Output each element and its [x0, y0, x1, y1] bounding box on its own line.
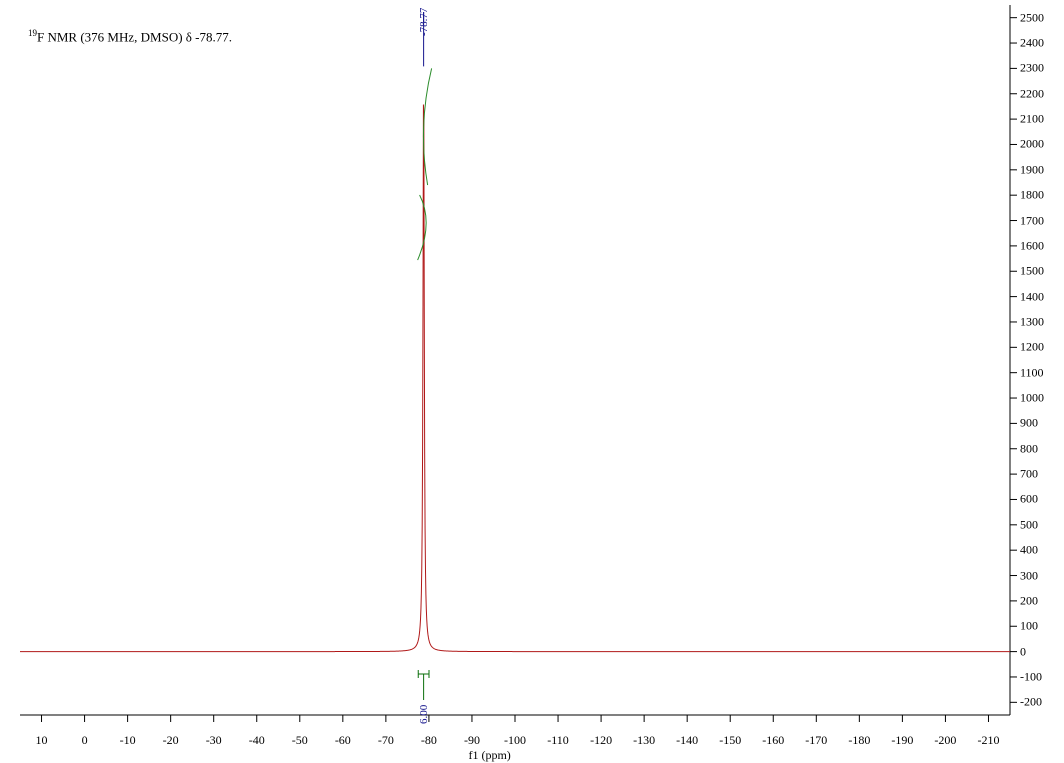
x-tick-label: 0	[82, 733, 88, 748]
y-tick-label: 2200	[1020, 86, 1044, 101]
y-tick-label: 1500	[1020, 264, 1044, 279]
x-tick-label: -140	[676, 733, 698, 748]
x-tick-label: 10	[36, 733, 48, 748]
y-tick-label: 600	[1020, 492, 1038, 507]
x-tick-label: -150	[719, 733, 741, 748]
x-tick-label: -110	[547, 733, 569, 748]
y-tick-label: 500	[1020, 517, 1038, 532]
spectrum-title: 19F NMR (376 MHz, DMSO) δ -78.77.	[28, 28, 232, 45]
y-tick-label: 300	[1020, 568, 1038, 583]
x-tick-label: -130	[633, 733, 655, 748]
y-tick-label: -200	[1020, 695, 1042, 710]
plot-svg	[0, 0, 1064, 763]
y-tick-label: 1900	[1020, 162, 1044, 177]
x-tick-label: -70	[378, 733, 394, 748]
peak-ppm-label: -78.77	[418, 8, 430, 36]
y-tick-label: 1000	[1020, 391, 1044, 406]
x-tick-label: -180	[848, 733, 870, 748]
y-tick-label: 900	[1020, 416, 1038, 431]
x-tick-label: -50	[292, 733, 308, 748]
x-tick-label: -60	[335, 733, 351, 748]
y-tick-label: 1300	[1020, 314, 1044, 329]
x-tick-label: -40	[249, 733, 265, 748]
y-tick-label: 2300	[1020, 61, 1044, 76]
y-tick-label: 1100	[1020, 365, 1044, 380]
x-tick-label: -20	[163, 733, 179, 748]
y-tick-label: 200	[1020, 593, 1038, 608]
y-tick-label: 2500	[1020, 10, 1044, 25]
integral-value-label: 6.00	[418, 705, 430, 724]
y-tick-label: 1200	[1020, 340, 1044, 355]
x-tick-label: -200	[934, 733, 956, 748]
x-tick-label: -120	[590, 733, 612, 748]
spectrum-trace	[20, 105, 1010, 652]
x-axis-label: f1 (ppm)	[468, 748, 510, 763]
x-tick-label: -170	[805, 733, 827, 748]
phase-curve-top	[423, 68, 431, 185]
y-tick-label: 1700	[1020, 213, 1044, 228]
nmr-spectrum-figure: 19F NMR (376 MHz, DMSO) δ -78.77. f1 (pp…	[0, 0, 1064, 763]
y-tick-label: 100	[1020, 619, 1038, 634]
y-tick-label: 400	[1020, 543, 1038, 558]
x-tick-label: -10	[120, 733, 136, 748]
y-tick-label: 0	[1020, 644, 1026, 659]
y-tick-label: 1600	[1020, 238, 1044, 253]
phase-curve-bottom	[418, 195, 427, 260]
x-tick-label: -190	[891, 733, 913, 748]
x-tick-label: -210	[977, 733, 999, 748]
y-tick-label: 2100	[1020, 112, 1044, 127]
y-tick-label: 2000	[1020, 137, 1044, 152]
y-tick-label: 1800	[1020, 188, 1044, 203]
x-tick-label: -100	[504, 733, 526, 748]
x-tick-label: -30	[206, 733, 222, 748]
y-tick-label: 1400	[1020, 289, 1044, 304]
y-tick-label: 700	[1020, 467, 1038, 482]
y-tick-label: 2400	[1020, 36, 1044, 51]
y-tick-label: -100	[1020, 669, 1042, 684]
x-tick-label: -160	[762, 733, 784, 748]
x-tick-label: -90	[464, 733, 480, 748]
x-tick-label: -80	[421, 733, 437, 748]
y-tick-label: 800	[1020, 441, 1038, 456]
